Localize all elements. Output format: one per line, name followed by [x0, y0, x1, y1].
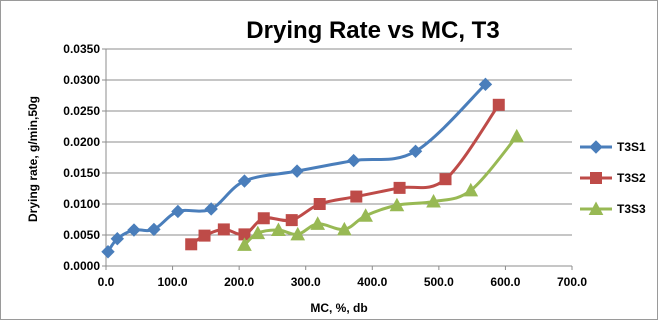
axes	[102, 49, 572, 270]
data-point	[186, 239, 197, 250]
data-point	[348, 155, 360, 167]
legend-marker	[591, 173, 602, 184]
data-point	[351, 191, 362, 202]
plot-series	[102, 78, 523, 257]
data-point	[314, 199, 325, 210]
legend-item: T3S3	[580, 202, 646, 216]
x-tick-label: 100.0	[158, 275, 188, 289]
data-point	[172, 205, 184, 217]
data-point	[510, 130, 523, 142]
legend-label: T3S1	[617, 140, 646, 154]
x-tick-label: 0.0	[98, 275, 115, 289]
x-tick-labels: 0.0 100.0 200.0 300.0 400.0 500.0 600.0 700.0	[98, 275, 588, 289]
y-tick-label: 0.0300	[63, 73, 100, 87]
y-tick-label: 0.0100	[63, 197, 100, 211]
legend: T3S1 T3S2 T3S3	[580, 140, 646, 216]
legend-label: T3S2	[617, 171, 646, 185]
y-tick-label: 0.0000	[63, 259, 100, 273]
x-tick-label: 500.0	[424, 275, 454, 289]
data-point	[238, 175, 250, 187]
data-point	[199, 230, 210, 241]
x-tick-label: 200.0	[224, 275, 254, 289]
y-tick-label: 0.0050	[63, 228, 100, 242]
x-tick-label: 300.0	[291, 275, 321, 289]
x-tick-label: 600.0	[490, 275, 520, 289]
y-axis-label: Drying rate, g/min,50g	[26, 96, 40, 222]
data-point	[258, 213, 269, 224]
y-tick-label: 0.0250	[63, 104, 100, 118]
x-tick-label: 700.0	[557, 275, 587, 289]
y-tick-label: 0.0350	[63, 42, 100, 56]
x-axis-label: MC, %, db	[310, 301, 367, 315]
data-point	[440, 174, 451, 185]
y-tick-labels: 0.0000 0.0050 0.0100 0.0150 0.0200 0.0250 0.03…	[63, 42, 100, 273]
data-point	[291, 165, 303, 177]
chart-title: Drying Rate vs MC, T3	[246, 17, 499, 44]
legend-label: T3S3	[617, 202, 646, 216]
y-tick-label: 0.0200	[63, 135, 100, 149]
legend-item: T3S1	[580, 140, 646, 154]
legend-item: T3S2	[580, 171, 646, 185]
data-point	[286, 215, 297, 226]
x-tick-label: 400.0	[357, 275, 387, 289]
y-tick-label: 0.0150	[63, 166, 100, 180]
data-point	[493, 99, 504, 110]
legend-marker	[590, 141, 602, 153]
data-point	[128, 224, 140, 236]
data-point	[218, 224, 229, 235]
data-point	[394, 182, 405, 193]
